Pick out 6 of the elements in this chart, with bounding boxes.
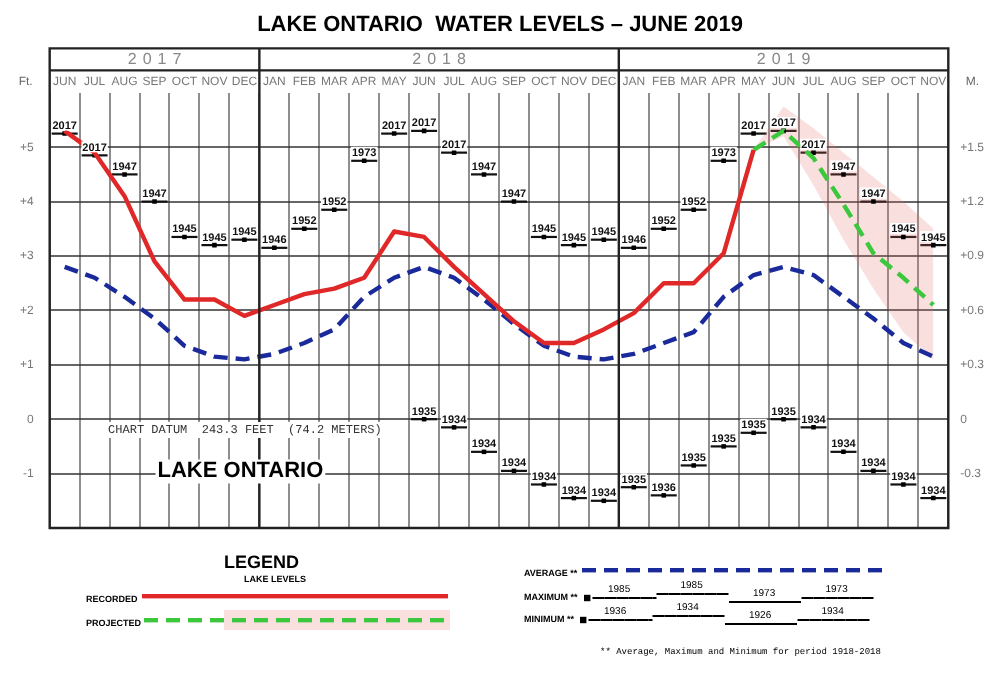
text: 2017 [127,49,188,68]
legend-title: LEGEND [224,552,300,572]
annotation: LAKE ONTARIO [157,459,325,484]
text: 2018 [412,49,472,68]
text: 2019 [756,49,817,68]
chart-title: LAKE ONTARIO WATER LEVELS – JUNE 2019 [257,13,743,38]
